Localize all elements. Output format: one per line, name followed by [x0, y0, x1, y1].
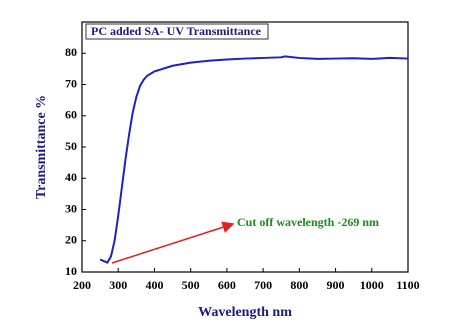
- x-tick-label: 1000: [360, 278, 384, 292]
- annotation: Cut off wavelength -269 nm: [237, 215, 379, 229]
- y-tick-label: 70: [65, 76, 77, 90]
- annotation-arrow: [111, 221, 235, 264]
- x-tick-label: 200: [73, 278, 91, 292]
- x-tick-label: 500: [182, 278, 200, 292]
- x-tick-label: 600: [218, 278, 236, 292]
- x-tick-label: 900: [327, 278, 345, 292]
- y-axis-label: Transmittance %: [34, 95, 49, 199]
- y-tick-label: 60: [65, 108, 77, 122]
- y-tick-label: 10: [65, 264, 77, 278]
- y-tick-label: 50: [65, 139, 77, 153]
- x-tick-label: 300: [109, 278, 127, 292]
- y-tick-label: 40: [65, 170, 77, 184]
- y-tick-label: 30: [65, 201, 77, 215]
- x-tick-label: 1100: [396, 278, 419, 292]
- chart-title: PC added SA- UV Transmittance: [91, 24, 262, 38]
- y-tick-label: 20: [65, 233, 77, 247]
- x-tick-label: 800: [290, 278, 308, 292]
- data-line: [99, 55, 409, 264]
- y-tick-label: 80: [65, 45, 77, 59]
- x-tick-label: 700: [254, 278, 272, 292]
- x-axis-label: Wavelength nm: [198, 305, 292, 320]
- title-box: [85, 23, 269, 40]
- x-tick-label: 400: [145, 278, 163, 292]
